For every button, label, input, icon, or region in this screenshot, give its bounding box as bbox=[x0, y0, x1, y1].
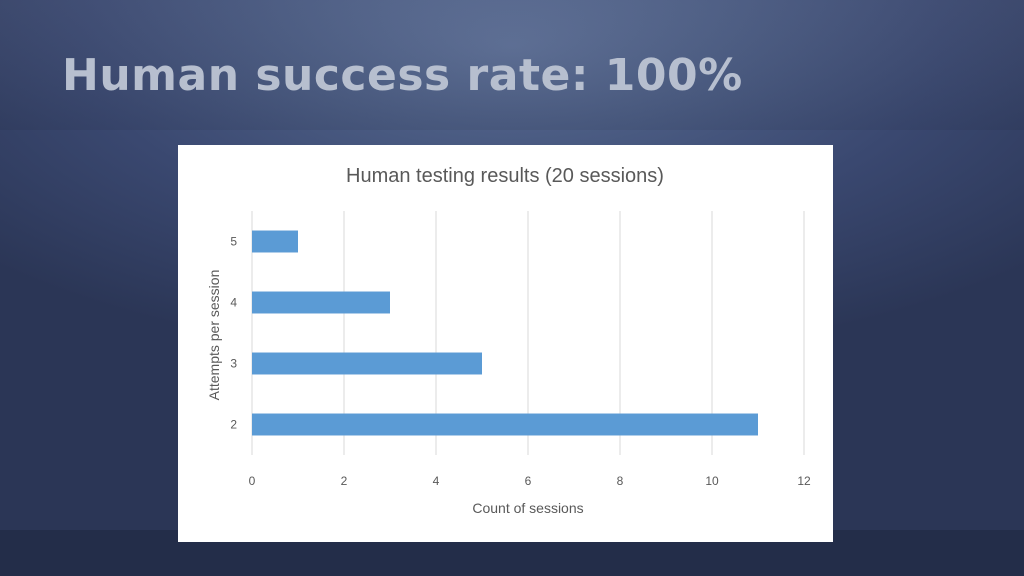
x-tick-labels: 0 2 4 6 8 10 12 bbox=[249, 474, 811, 488]
slide-title: Human success rate: 100% bbox=[62, 50, 743, 101]
y-axis-title: Attempts per session bbox=[206, 270, 222, 401]
y-tick-label: 2 bbox=[230, 418, 237, 432]
x-tick-label: 0 bbox=[249, 474, 256, 488]
bar-attempts-4 bbox=[252, 291, 390, 314]
bar-chart: Human testing results (20 sessions) 2 3 4 5… bbox=[206, 165, 811, 516]
x-tick-label: 6 bbox=[525, 474, 532, 488]
chart-panel: Human testing results (20 sessions) 2 3 4 5… bbox=[178, 145, 833, 542]
y-tick-label: 4 bbox=[230, 296, 237, 310]
y-tick-label: 5 bbox=[230, 235, 237, 249]
x-tick-label: 10 bbox=[705, 474, 719, 488]
chart-title: Human testing results (20 sessions) bbox=[346, 165, 664, 187]
x-tick-label: 2 bbox=[341, 474, 348, 488]
bars bbox=[252, 230, 758, 436]
y-tick-label: 3 bbox=[230, 357, 237, 371]
y-tick-labels: 2 3 4 5 bbox=[230, 235, 237, 432]
x-tick-label: 4 bbox=[433, 474, 440, 488]
bar-attempts-5 bbox=[252, 230, 298, 253]
x-tick-label: 8 bbox=[617, 474, 624, 488]
x-axis-title: Count of sessions bbox=[472, 500, 583, 516]
x-tick-label: 12 bbox=[797, 474, 811, 488]
header-band bbox=[0, 0, 1024, 130]
bar-attempts-3 bbox=[252, 352, 482, 375]
bar-attempts-2 bbox=[252, 413, 758, 436]
